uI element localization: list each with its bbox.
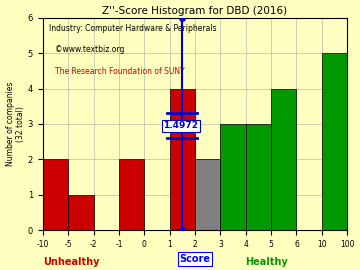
Text: The Research Foundation of SUNY: The Research Foundation of SUNY <box>55 67 185 76</box>
Bar <box>43 159 68 230</box>
Bar <box>271 89 297 230</box>
Text: 1.4972: 1.4972 <box>163 121 198 130</box>
Bar <box>246 124 271 230</box>
Bar <box>119 159 144 230</box>
Bar <box>322 53 347 230</box>
Bar <box>195 159 220 230</box>
Title: Z''-Score Histogram for DBD (2016): Z''-Score Histogram for DBD (2016) <box>103 6 288 16</box>
Text: ©www.textbiz.org: ©www.textbiz.org <box>55 45 125 54</box>
Bar <box>220 124 246 230</box>
Y-axis label: Number of companies
(32 total): Number of companies (32 total) <box>5 82 25 166</box>
X-axis label: Score: Score <box>180 254 211 264</box>
Bar <box>68 195 94 230</box>
Text: Industry: Computer Hardware & Peripherals: Industry: Computer Hardware & Peripheral… <box>49 24 217 33</box>
Text: Unhealthy: Unhealthy <box>43 256 100 266</box>
Text: Healthy: Healthy <box>245 256 288 266</box>
Bar <box>170 89 195 230</box>
